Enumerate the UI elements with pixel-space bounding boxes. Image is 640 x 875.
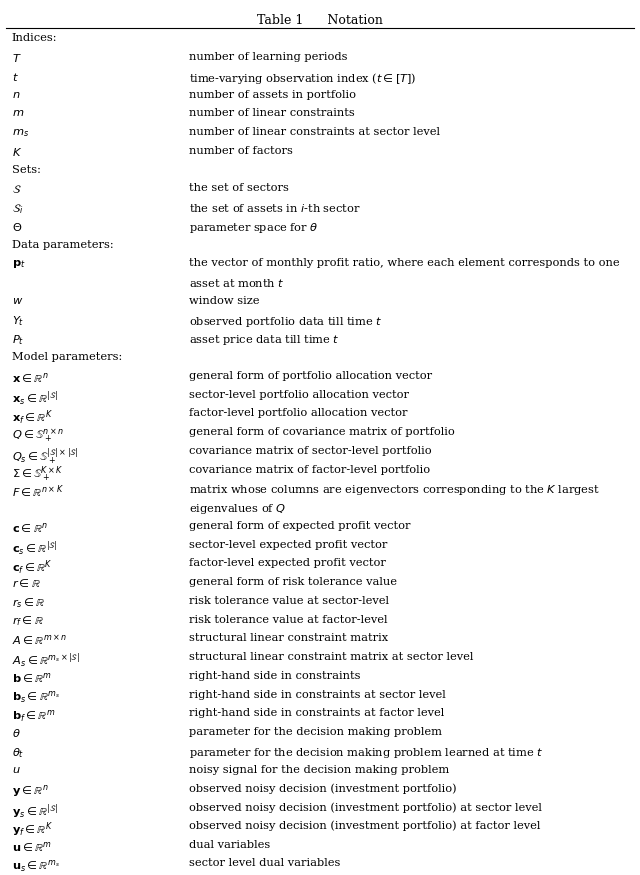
Text: $r \in \mathbb{R}$: $r \in \mathbb{R}$ [12, 578, 40, 589]
Text: right-hand side in constraints: right-hand side in constraints [189, 671, 360, 681]
Text: $r_f \in \mathbb{R}$: $r_f \in \mathbb{R}$ [12, 614, 44, 628]
Text: right-hand side in constraints at factor level: right-hand side in constraints at factor… [189, 709, 444, 718]
Text: $\mathbf{x}_s \in \mathbb{R}^{|\mathcal{S}|}$: $\mathbf{x}_s \in \mathbb{R}^{|\mathcal{… [12, 389, 58, 408]
Text: $\Theta$: $\Theta$ [12, 220, 22, 233]
Text: number of factors: number of factors [189, 146, 292, 156]
Text: $\mathbf{b}_s \in \mathbb{R}^{m_s}$: $\mathbf{b}_s \in \mathbb{R}^{m_s}$ [12, 690, 60, 705]
Text: $n$: $n$ [12, 89, 20, 100]
Text: risk tolerance value at sector-level: risk tolerance value at sector-level [189, 596, 389, 605]
Text: structural linear constraint matrix at sector level: structural linear constraint matrix at s… [189, 652, 473, 662]
Text: $\mathbf{x} \in \mathbb{R}^n$: $\mathbf{x} \in \mathbb{R}^n$ [12, 371, 48, 385]
Text: $\mathbf{u}_s \in \mathbb{R}^{m_s}$: $\mathbf{u}_s \in \mathbb{R}^{m_s}$ [12, 858, 60, 874]
Text: risk tolerance value at factor-level: risk tolerance value at factor-level [189, 614, 387, 625]
Text: general form of portfolio allocation vector: general form of portfolio allocation vec… [189, 371, 432, 381]
Text: $A_s \in \mathbb{R}^{m_s \times |\mathcal{S}|}$: $A_s \in \mathbb{R}^{m_s \times |\mathca… [12, 652, 79, 670]
Text: Indices:: Indices: [12, 33, 57, 44]
Text: eigenvalues of $Q$: eigenvalues of $Q$ [189, 502, 286, 516]
Text: $\mathbf{u} \in \mathbb{R}^m$: $\mathbf{u} \in \mathbb{R}^m$ [12, 840, 52, 854]
Text: $Y_t$: $Y_t$ [12, 315, 24, 328]
Text: $\mathcal{S}_i$: $\mathcal{S}_i$ [12, 202, 23, 216]
Text: $\mathbf{y}_s \in \mathbb{R}^{|\mathcal{S}|}$: $\mathbf{y}_s \in \mathbb{R}^{|\mathcal{… [12, 802, 58, 821]
Text: the set of sectors: the set of sectors [189, 184, 289, 193]
Text: $F \in \mathbb{R}^{n \times K}$: $F \in \mathbb{R}^{n \times K}$ [12, 483, 63, 500]
Text: $\mathbf{c}_f \in \mathbb{R}^K$: $\mathbf{c}_f \in \mathbb{R}^K$ [12, 558, 52, 577]
Text: $P_t$: $P_t$ [12, 333, 24, 347]
Text: $\Sigma \in \mathbb{S}_+^{K \times K}$: $\Sigma \in \mathbb{S}_+^{K \times K}$ [12, 465, 63, 484]
Text: parameter space for $\theta$: parameter space for $\theta$ [189, 220, 319, 234]
Text: factor-level portfolio allocation vector: factor-level portfolio allocation vector [189, 409, 407, 418]
Text: $w$: $w$ [12, 296, 23, 306]
Text: number of linear constraints: number of linear constraints [189, 108, 355, 118]
Text: $m$: $m$ [12, 108, 24, 118]
Text: parameter for the decision making problem: parameter for the decision making proble… [189, 727, 442, 737]
Text: asset at month $t$: asset at month $t$ [189, 277, 284, 289]
Text: $\mathbf{x}_f \in \mathbb{R}^K$: $\mathbf{x}_f \in \mathbb{R}^K$ [12, 409, 52, 427]
Text: sector-level portfolio allocation vector: sector-level portfolio allocation vector [189, 389, 409, 400]
Text: dual variables: dual variables [189, 840, 270, 850]
Text: Table 1      Notation: Table 1 Notation [257, 14, 383, 27]
Text: Sets:: Sets: [12, 164, 40, 175]
Text: number of assets in portfolio: number of assets in portfolio [189, 89, 356, 100]
Text: $\mathbf{b} \in \mathbb{R}^m$: $\mathbf{b} \in \mathbb{R}^m$ [12, 671, 52, 685]
Text: general form of covariance matrix of portfolio: general form of covariance matrix of por… [189, 427, 454, 438]
Text: $\mathbf{b}_f \in \mathbb{R}^m$: $\mathbf{b}_f \in \mathbb{R}^m$ [12, 709, 55, 724]
Text: number of learning periods: number of learning periods [189, 52, 348, 62]
Text: $\theta$: $\theta$ [12, 727, 20, 739]
Text: Data parameters:: Data parameters: [12, 240, 113, 249]
Text: $r_s \in \mathbb{R}$: $r_s \in \mathbb{R}$ [12, 596, 45, 610]
Text: observed noisy decision (investment portfolio) at factor level: observed noisy decision (investment port… [189, 821, 540, 831]
Text: $\mathbf{y} \in \mathbb{R}^n$: $\mathbf{y} \in \mathbb{R}^n$ [12, 783, 48, 800]
Text: $Q_s \in \mathbb{S}_+^{|\mathcal{S}| \times |\mathcal{S}|}$: $Q_s \in \mathbb{S}_+^{|\mathcal{S}| \ti… [12, 446, 78, 466]
Text: observed noisy decision (investment portfolio) at sector level: observed noisy decision (investment port… [189, 802, 541, 813]
Text: $Q \in \mathbb{S}_+^{n \times n}$: $Q \in \mathbb{S}_+^{n \times n}$ [12, 427, 63, 444]
Text: $t$: $t$ [12, 71, 19, 83]
Text: $T$: $T$ [12, 52, 21, 64]
Text: $m_s$: $m_s$ [12, 127, 29, 139]
Text: general form of expected profit vector: general form of expected profit vector [189, 521, 410, 531]
Text: noisy signal for the decision making problem: noisy signal for the decision making pro… [189, 765, 449, 774]
Text: the set of assets in $i$-th sector: the set of assets in $i$-th sector [189, 202, 360, 214]
Text: number of linear constraints at sector level: number of linear constraints at sector l… [189, 127, 440, 137]
Text: matrix whose columns are eigenvectors corresponding to the $K$ largest: matrix whose columns are eigenvectors co… [189, 483, 600, 497]
Text: time-varying observation index ($t \in [T]$): time-varying observation index ($t \in [… [189, 71, 416, 86]
Text: general form of risk tolerance value: general form of risk tolerance value [189, 578, 397, 587]
Text: $K$: $K$ [12, 146, 22, 158]
Text: $\mathbf{c}_s \in \mathbb{R}^{|\mathcal{S}|}$: $\mathbf{c}_s \in \mathbb{R}^{|\mathcal{… [12, 540, 57, 558]
Text: structural linear constraint matrix: structural linear constraint matrix [189, 634, 388, 643]
Text: right-hand side in constraints at sector level: right-hand side in constraints at sector… [189, 690, 445, 700]
Text: covariance matrix of factor-level portfolio: covariance matrix of factor-level portfo… [189, 465, 430, 474]
Text: Model parameters:: Model parameters: [12, 352, 122, 362]
Text: asset price data till time $t$: asset price data till time $t$ [189, 333, 340, 347]
Text: $u$: $u$ [12, 765, 20, 774]
Text: $\mathbf{c} \in \mathbb{R}^n$: $\mathbf{c} \in \mathbb{R}^n$ [12, 521, 47, 535]
Text: factor-level expected profit vector: factor-level expected profit vector [189, 558, 386, 569]
Text: parameter for the decision making problem learned at time $t$: parameter for the decision making proble… [189, 746, 543, 760]
Text: sector-level expected profit vector: sector-level expected profit vector [189, 540, 387, 550]
Text: $\mathbf{y}_f \in \mathbb{R}^K$: $\mathbf{y}_f \in \mathbb{R}^K$ [12, 821, 52, 839]
Text: observed noisy decision (investment portfolio): observed noisy decision (investment port… [189, 783, 456, 794]
Text: sector level dual variables: sector level dual variables [189, 858, 340, 868]
Text: observed portfolio data till time $t$: observed portfolio data till time $t$ [189, 315, 382, 329]
Text: $\theta_t$: $\theta_t$ [12, 746, 24, 760]
Text: window size: window size [189, 296, 259, 306]
Text: $\mathcal{S}$: $\mathcal{S}$ [12, 184, 21, 195]
Text: the vector of monthly profit ratio, where each element corresponds to one: the vector of monthly profit ratio, wher… [189, 258, 620, 269]
Text: $\mathbf{p}_t$: $\mathbf{p}_t$ [12, 258, 25, 270]
Text: covariance matrix of sector-level portfolio: covariance matrix of sector-level portfo… [189, 446, 431, 456]
Text: $A \in \mathbb{R}^{m \times n}$: $A \in \mathbb{R}^{m \times n}$ [12, 634, 67, 648]
